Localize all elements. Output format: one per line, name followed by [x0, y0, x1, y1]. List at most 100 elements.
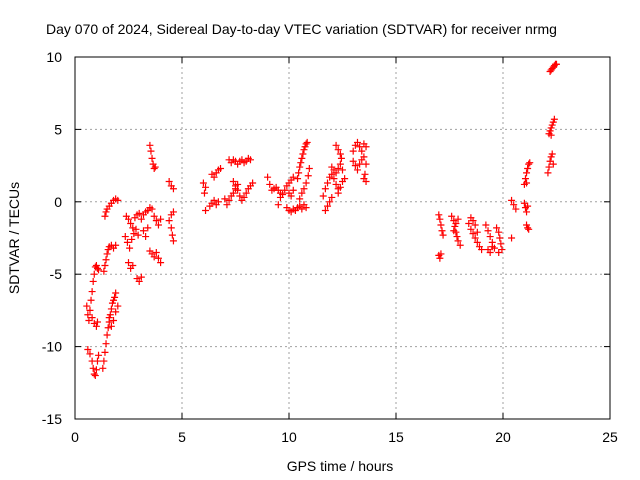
data-point — [101, 262, 109, 270]
data-point — [88, 288, 96, 296]
data-point — [295, 169, 303, 177]
plot-frame — [74, 56, 611, 420]
data-point — [545, 163, 553, 171]
data-point — [303, 138, 311, 146]
data-point — [473, 238, 481, 246]
data-point — [486, 233, 494, 241]
data-point — [169, 208, 177, 216]
x-tick-label: 25 — [602, 429, 618, 445]
data-point — [523, 179, 531, 187]
data-point — [296, 163, 304, 171]
data-point — [497, 240, 505, 248]
data-point — [450, 227, 458, 235]
data-point — [334, 146, 342, 154]
data-point — [129, 262, 137, 270]
data-point — [125, 259, 132, 267]
data-point — [225, 196, 233, 204]
data-point — [321, 206, 329, 214]
data-point — [299, 150, 307, 158]
data-point — [362, 178, 370, 186]
data-point — [297, 159, 305, 167]
data-point — [169, 237, 177, 245]
data-point — [493, 224, 501, 232]
data-point — [110, 317, 118, 325]
data-point — [129, 224, 137, 232]
data-point — [356, 143, 364, 151]
data-point — [281, 186, 289, 194]
data-point — [508, 234, 516, 242]
data-point — [438, 227, 446, 235]
data-point — [167, 224, 175, 232]
data-point — [232, 185, 239, 193]
data-point — [102, 256, 110, 264]
data-point — [151, 163, 159, 171]
data-point — [339, 166, 346, 174]
data-point — [150, 164, 158, 172]
data-point — [321, 185, 329, 193]
x-tick-label: 15 — [388, 429, 404, 445]
data-point — [125, 215, 132, 223]
data-point — [324, 179, 332, 187]
data-point — [526, 159, 534, 167]
data-point — [127, 220, 135, 228]
data-point — [132, 225, 140, 233]
y-tick-label: -5 — [50, 266, 63, 282]
data-point — [93, 318, 101, 326]
data-point — [465, 220, 473, 228]
data-point — [169, 185, 177, 193]
x-tick-label: 20 — [495, 429, 511, 445]
data-point — [165, 217, 173, 225]
data-point — [296, 195, 304, 203]
data-point — [328, 193, 336, 201]
data-point — [103, 331, 111, 339]
data-point — [246, 156, 254, 164]
data-point — [92, 322, 100, 330]
data-point — [330, 175, 338, 183]
data-point — [114, 196, 122, 204]
data-point — [550, 115, 558, 123]
data-point — [471, 234, 479, 242]
x-tick-label: 10 — [281, 429, 297, 445]
data-point — [467, 225, 475, 233]
data-point — [289, 186, 297, 194]
data-point — [135, 277, 143, 285]
data-point — [495, 248, 503, 256]
y-axis-label: SDTVAR / TECUs — [6, 182, 22, 294]
data-point — [341, 175, 349, 183]
data-point — [353, 166, 361, 174]
axis-ticks: 0 5 10 15 20 25 10 5 0 -5 -10 -15 — [42, 49, 618, 445]
data-point — [512, 205, 520, 213]
data-point — [91, 372, 99, 380]
data-point — [135, 209, 143, 217]
data-point — [334, 189, 342, 197]
data-point — [112, 308, 120, 316]
data-point — [210, 196, 218, 204]
data-point — [287, 192, 295, 200]
data-point — [134, 231, 142, 239]
data-point — [436, 215, 444, 223]
data-point — [90, 370, 98, 378]
data-point — [126, 244, 134, 252]
data-point — [152, 217, 160, 225]
data-point — [84, 311, 92, 319]
data-point — [103, 250, 111, 258]
data-point — [199, 179, 207, 187]
data-point — [328, 170, 336, 178]
data-point — [93, 357, 101, 365]
data-point — [289, 173, 297, 181]
data-point — [473, 228, 481, 236]
data-point — [107, 322, 115, 330]
data-point — [435, 211, 443, 219]
data-point — [107, 305, 115, 313]
data-point — [302, 140, 310, 148]
data-point — [137, 215, 145, 223]
data-point — [221, 195, 229, 203]
data-point — [482, 221, 490, 229]
data-point — [121, 233, 129, 241]
data-point — [332, 141, 340, 149]
data-point — [114, 302, 122, 310]
data-point — [488, 243, 496, 251]
data-point — [495, 228, 503, 236]
data-point — [214, 198, 222, 206]
